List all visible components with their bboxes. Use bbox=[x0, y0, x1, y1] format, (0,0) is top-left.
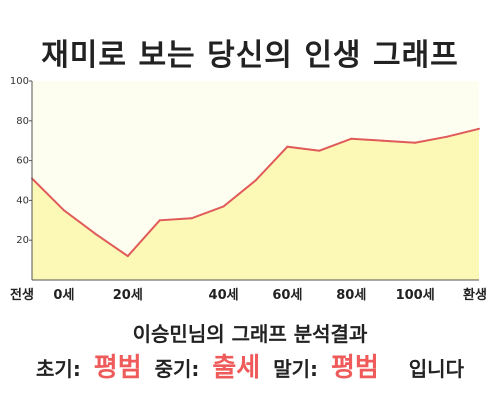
life-point bbox=[478, 127, 480, 130]
y-axis-ticks: 20 40 60 80 100 bbox=[10, 76, 32, 246]
x-tick-label: 0세 bbox=[53, 288, 74, 303]
y-tick-label: 40 bbox=[16, 195, 29, 206]
life-point bbox=[158, 219, 161, 222]
life-point bbox=[126, 255, 129, 258]
late-value: 평범 bbox=[330, 353, 379, 383]
life-point bbox=[318, 149, 321, 152]
x-tick-label: 60세 bbox=[272, 288, 302, 303]
life-graph-chart: 20 40 60 80 100 전생 0세 20세 40세 60세 80세 100세 환생 bbox=[10, 76, 487, 303]
x-tick-label: 환생 bbox=[463, 287, 487, 303]
life-point bbox=[350, 137, 353, 140]
y-tick-label: 20 bbox=[16, 235, 29, 246]
middle-value: 출세 bbox=[212, 353, 261, 383]
y-tick-label: 100 bbox=[10, 76, 29, 87]
middle-label: 중기: bbox=[154, 357, 200, 381]
life-area-fill bbox=[32, 128, 479, 280]
analysis-summary: 초기: 평범 중기: 출세 말기: 평범 입니다 bbox=[0, 347, 500, 384]
x-tick-label: 전생 bbox=[10, 287, 34, 303]
life-point bbox=[414, 141, 417, 144]
life-point bbox=[94, 233, 97, 236]
y-tick-label: 60 bbox=[16, 156, 29, 167]
analysis-heading: 이승민님의 그래프 분석결과 bbox=[132, 322, 368, 346]
early-label: 초기: bbox=[36, 357, 81, 381]
summary-suffix: 입니다 bbox=[408, 357, 464, 381]
x-tick-label: 80세 bbox=[336, 288, 366, 303]
x-axis-ticks: 전생 0세 20세 40세 60세 80세 100세 환생 bbox=[10, 287, 487, 303]
x-tick-label: 100세 bbox=[396, 288, 435, 303]
late-label: 말기: bbox=[273, 357, 319, 381]
x-tick-label: 40세 bbox=[209, 288, 239, 303]
x-tick-label: 20세 bbox=[113, 288, 143, 303]
life-point bbox=[446, 135, 449, 138]
page-title: 재미로 보는 당신의 인생 그래프 bbox=[41, 38, 459, 73]
early-value: 평범 bbox=[93, 353, 142, 383]
life-point bbox=[382, 139, 385, 142]
life-point bbox=[62, 209, 65, 212]
life-point bbox=[254, 179, 257, 182]
life-point bbox=[286, 145, 289, 148]
life-point bbox=[190, 217, 193, 220]
life-point bbox=[222, 205, 225, 208]
y-tick-label: 80 bbox=[16, 116, 29, 127]
